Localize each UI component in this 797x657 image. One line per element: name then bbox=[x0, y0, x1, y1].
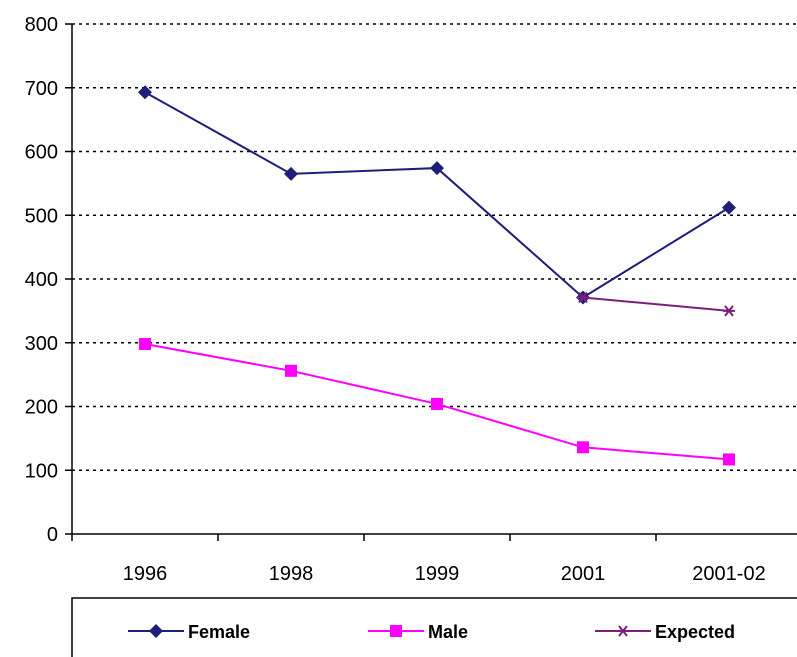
x-tick-label: 2001 bbox=[561, 563, 606, 585]
legend-label: Male bbox=[428, 622, 468, 642]
legend-label: Expected bbox=[655, 622, 735, 642]
x-axis-ticks: 1996 1998 1999 2001 2001-02 bbox=[72, 534, 797, 585]
legend-label: Female bbox=[188, 622, 250, 642]
y-tick-label: 700 bbox=[25, 78, 58, 100]
data-point bbox=[577, 441, 589, 453]
legend: Female Male Expected bbox=[72, 598, 797, 657]
x-tick-label: 1996 bbox=[123, 563, 168, 585]
x-tick-label: 2001-02 bbox=[692, 563, 765, 585]
y-tick-label: 300 bbox=[25, 333, 58, 355]
y-tick-label: 500 bbox=[25, 205, 58, 227]
data-point bbox=[723, 306, 735, 316]
y-axis-ticks: 0 100 200 300 400 500 600 700 800 bbox=[25, 14, 72, 546]
y-tick-label: 100 bbox=[25, 460, 58, 482]
y-tick-label: 600 bbox=[25, 142, 58, 164]
data-point bbox=[431, 398, 443, 410]
series-group bbox=[138, 85, 736, 465]
y-tick-label: 400 bbox=[25, 269, 58, 291]
data-point bbox=[284, 167, 298, 181]
y-tick-label: 0 bbox=[47, 524, 58, 546]
data-point bbox=[723, 453, 735, 465]
data-point bbox=[285, 365, 297, 377]
legend-marker bbox=[390, 625, 402, 637]
series-male bbox=[139, 338, 735, 465]
series-line bbox=[145, 92, 729, 297]
x-tick-label: 1999 bbox=[415, 563, 460, 585]
series-female bbox=[138, 85, 736, 304]
series-expected bbox=[577, 292, 735, 315]
y-tick-label: 800 bbox=[25, 14, 58, 36]
series-line bbox=[583, 297, 729, 310]
y-tick-label: 200 bbox=[25, 397, 58, 419]
x-tick-label: 1998 bbox=[269, 563, 314, 585]
data-point bbox=[722, 201, 736, 215]
data-point bbox=[139, 338, 151, 350]
